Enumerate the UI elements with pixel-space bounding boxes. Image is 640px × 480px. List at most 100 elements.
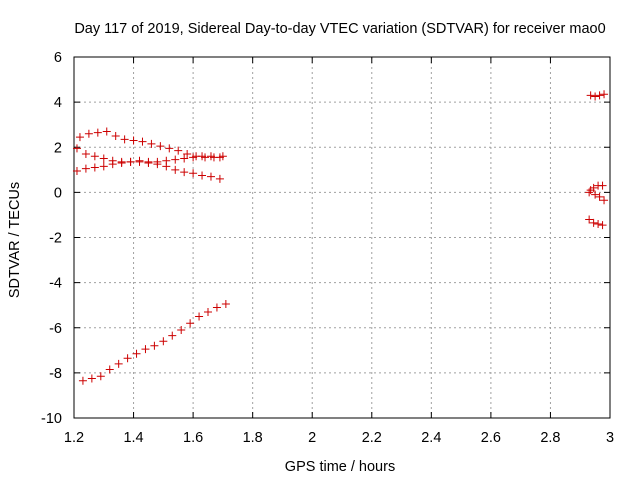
data-point <box>212 303 221 312</box>
x-tick-label: 2.6 <box>481 430 501 446</box>
data-point <box>589 218 598 227</box>
y-tick-label: 6 <box>54 50 62 66</box>
y-axis-label: SDTVAR / TECUs <box>7 182 23 298</box>
data-point <box>99 154 108 163</box>
y-tick-label: -8 <box>49 366 62 382</box>
data-point <box>132 349 141 358</box>
data-point <box>165 144 174 153</box>
data-point <box>93 128 102 137</box>
data-series <box>585 215 607 230</box>
x-tick-label: 2.4 <box>421 430 441 446</box>
data-point <box>162 156 171 165</box>
x-tick-label: 1.8 <box>243 430 263 446</box>
y-tick-label: 2 <box>54 140 62 156</box>
data-point <box>598 181 607 190</box>
data-point <box>156 142 165 151</box>
data-series <box>72 152 224 175</box>
data-point <box>206 172 215 181</box>
data-point <box>90 152 99 161</box>
data-point <box>117 159 126 168</box>
data-point <box>96 372 105 381</box>
grid-layer <box>74 57 610 418</box>
data-point <box>168 331 177 340</box>
data-series <box>586 90 609 101</box>
data-point <box>120 135 129 144</box>
y-tick-label: 4 <box>54 95 62 111</box>
y-tick-label: -6 <box>49 321 62 337</box>
data-point <box>595 91 604 100</box>
y-tick-label: -10 <box>41 411 62 427</box>
data-point <box>138 137 147 146</box>
data-point <box>180 154 189 163</box>
data-point <box>598 221 607 230</box>
data-point <box>171 155 180 164</box>
tick-label-layer: 1.2 1.4 1.6 1.8 2 2.2 2.4 2.6 2.8 3 -10 -8 -6 -4 -2 0 2 4… <box>41 50 614 446</box>
y-tick-label: 0 <box>54 185 62 201</box>
axis-layer <box>73 56 611 419</box>
data-point <box>591 190 600 199</box>
data-point <box>72 166 81 175</box>
data-point <box>72 144 81 153</box>
data-point <box>591 92 600 101</box>
data-point <box>594 219 603 228</box>
data-point <box>81 164 90 173</box>
data-point <box>108 160 117 169</box>
x-tick-label: 2.8 <box>540 430 560 446</box>
data-point <box>215 174 224 183</box>
data-point <box>150 341 159 350</box>
data-point <box>198 171 207 180</box>
data-point <box>129 136 138 145</box>
data-point <box>189 153 198 162</box>
data-point <box>195 312 204 321</box>
data-point <box>84 129 93 138</box>
x-tick-label: 3 <box>606 430 614 446</box>
data-point <box>186 319 195 328</box>
data-series <box>586 186 609 205</box>
chart-title: Day 117 of 2019, Sidereal Day-to-day VTE… <box>74 21 605 37</box>
data-point <box>87 374 96 383</box>
data-series <box>78 300 230 385</box>
data-point <box>75 133 84 142</box>
data-point <box>123 354 132 363</box>
data-point <box>600 90 609 99</box>
data-point <box>141 345 150 354</box>
data-point <box>183 150 192 159</box>
x-tick-label: 1.6 <box>183 430 203 446</box>
data-point <box>206 152 215 161</box>
x-tick-label: 2 <box>308 430 316 446</box>
x-tick-label: 2.2 <box>362 430 382 446</box>
data-point <box>189 169 198 178</box>
data-point <box>90 163 99 172</box>
data-point <box>586 91 595 100</box>
data-point <box>159 337 168 346</box>
data-point <box>105 365 114 374</box>
data-point <box>111 131 120 140</box>
data-point <box>595 192 604 201</box>
data-point <box>114 359 123 368</box>
data-point <box>180 168 189 177</box>
data-point <box>171 165 180 174</box>
data-point <box>78 376 87 385</box>
y-tick-label: -4 <box>49 276 62 292</box>
data-point <box>147 139 156 148</box>
data-point <box>135 156 144 165</box>
data-point <box>102 127 111 136</box>
data-point <box>198 152 207 161</box>
data-point <box>153 157 162 166</box>
data-series <box>75 127 227 162</box>
data-point <box>585 215 594 224</box>
x-axis-label: GPS time / hours <box>285 459 395 475</box>
data-point <box>215 153 224 162</box>
data-point <box>177 326 186 335</box>
data-point <box>585 188 594 197</box>
data-point <box>204 307 212 316</box>
data-point <box>586 186 595 195</box>
data-point <box>174 146 183 155</box>
y-tick-label: -2 <box>49 231 62 247</box>
data-point <box>126 157 135 166</box>
x-tick-label: 1.4 <box>123 430 143 446</box>
data-point <box>81 150 90 159</box>
data-point <box>99 162 108 171</box>
data-point <box>221 300 230 309</box>
